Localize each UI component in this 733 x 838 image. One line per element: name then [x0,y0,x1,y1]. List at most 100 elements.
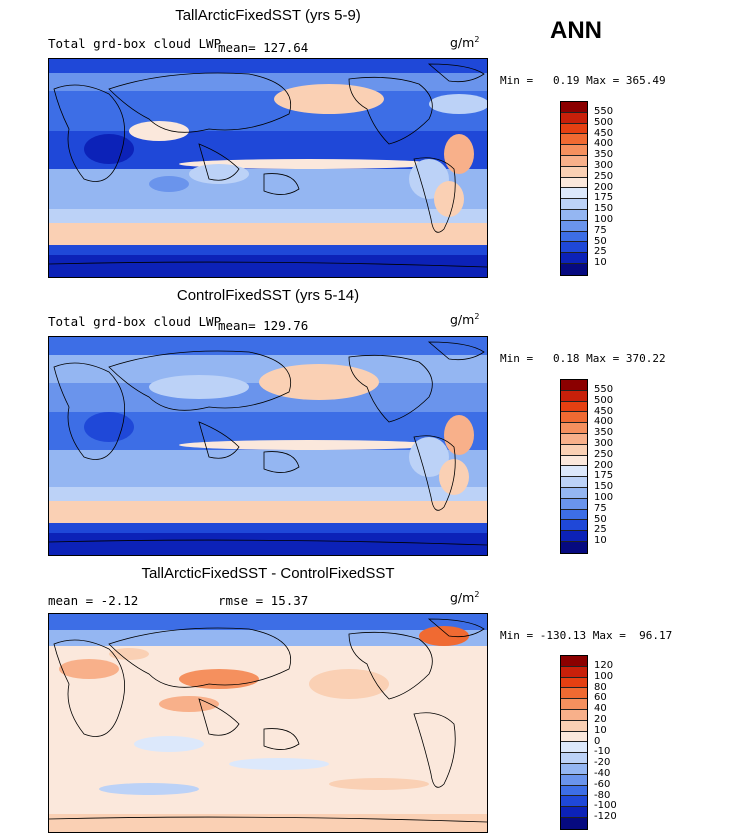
colorbar-label: -80 [594,789,611,801]
panel2-colorbar-swatch [561,541,587,553]
colorbar-label: 10 [594,257,607,269]
panel3-mean: mean = -2.12 [48,593,139,608]
panel3-colorbar-swatch [561,785,587,797]
colorbar-label: 80 [594,681,607,693]
panel2-title: ControlFixedSST (yrs 5-14) [176,287,360,304]
panel2-colorbar-swatch [561,498,587,510]
panel2-map-svg [49,337,487,555]
colorbar-label: 120 [594,660,614,671]
colorbar-label: 25 [594,524,607,536]
colorbar-label: 100 [594,670,614,682]
colorbar-label: 175 [594,470,614,482]
colorbar-label: 150 [594,203,614,215]
panel2-units: g/m2 [450,312,480,328]
panel2-colorbar-swatch [561,520,587,532]
panel3-colorbar-swatch [561,742,587,754]
panel2-colorbar-swatch [561,466,587,478]
panel3-units: g/m2 [450,590,480,606]
panel1-colorbar [560,101,588,276]
colorbar-label: 75 [594,502,607,514]
panel1-minmax: Min = 0.19 Max = 365.49 [500,74,666,87]
panel3-rmse: rmse = 15.37 [218,593,309,608]
colorbar-label: -60 [594,778,611,790]
colorbar-label: 100 [594,491,614,503]
panel1-colorbar-swatch [561,102,587,113]
colorbar-label: 75 [594,224,607,236]
colorbar-label: 50 [594,513,607,525]
panel3-title: TallArcticFixedSST - ControlFixedSST [141,565,395,582]
panel3-minmax: Min = -130.13 Max = 96.17 [500,629,673,642]
panel1-colorbar-swatch [561,231,587,243]
colorbar-label: 250 [594,448,614,460]
panel3-colorbar-swatch [561,763,587,775]
colorbar-label: 200 [594,181,614,193]
colorbar-label: 10 [594,724,607,736]
panel1-colorbar-swatch [561,134,587,146]
panel2-colorbar-labels: 550 500 450 400 350 300 250 200 175 150 … [594,384,634,552]
panel3-colorbar-swatch [561,753,587,764]
panel2-colorbar-swatch [561,412,587,424]
panel1-colorbar-swatch [561,155,587,167]
panel3-colorbar [560,655,588,830]
panel3-colorbar-swatch [561,720,587,732]
panel2-colorbar [560,379,588,554]
panel1-colorbar-swatch [561,209,587,221]
panel2-colorbar-swatch [561,401,587,413]
panel2-minmax: Min = 0.18 Max = 370.22 [500,352,666,365]
panel1-map-svg [49,59,487,277]
panel1-units: g/m2 [450,35,480,51]
colorbar-label: 500 [594,394,614,406]
panel1-colorbar-labels: 550 500 450 400 350 300 250 200 175 150 … [594,106,634,274]
colorbar-label: 175 [594,192,614,204]
panel1-map [48,58,488,278]
panel2-map [48,336,488,556]
panel2-colorbar-swatch [561,433,587,445]
panel2-colorbar-swatch [561,509,587,521]
colorbar-label: 100 [594,213,614,225]
panel1-colorbar-swatch [561,145,587,156]
panel1-colorbar-swatch [561,177,587,189]
colorbar-label: 400 [594,416,614,428]
panel3-colorbar-swatch [561,699,587,710]
colorbar-label: 0 [594,735,601,747]
panel1-colorbar-swatch [561,123,587,135]
colorbar-label: -20 [594,757,611,769]
panel3-colorbar-swatch [561,731,587,743]
season-label: ANN [550,17,602,44]
panel1-mean: mean= 127.64 [218,40,309,55]
colorbar-label: 550 [594,384,614,395]
panel3-map-svg [49,614,487,832]
panel3-colorbar-swatch [561,688,587,700]
colorbar-label: 40 [594,703,607,715]
colorbar-label: 550 [594,106,614,117]
colorbar-label: 450 [594,127,614,139]
panel1-colorbar-swatch [561,166,587,178]
panel3-colorbar-swatch [561,817,587,829]
colorbar-label: 350 [594,427,614,439]
panel1-title: TallArcticFixedSST (yrs 5-9) [175,7,361,24]
colorbar-label: 25 [594,246,607,258]
colorbar-label: -10 [594,746,611,758]
colorbar-label: 250 [594,170,614,182]
panel1-colorbar-swatch [561,188,587,200]
panel2-colorbar-swatch [561,477,587,488]
panel3-colorbar-swatch [561,656,587,667]
colorbar-label: 60 [594,692,607,704]
panel2-colorbar-swatch [561,444,587,456]
colorbar-label: 10 [594,535,607,547]
panel2-mean: mean= 129.76 [218,318,309,333]
colorbar-label: 300 [594,159,614,171]
panel2-colorbar-swatch [561,423,587,434]
panel3-colorbar-swatch [561,796,587,808]
colorbar-label: 150 [594,481,614,493]
panel3-colorbar-swatch [561,774,587,786]
panel1-colorbar-swatch [561,253,587,264]
panel2-colorbar-swatch [561,531,587,542]
panel3-colorbar-labels: 120 100 80 60 40 20 10 0 -10 -20 -40 -60… [594,660,634,828]
panel3-colorbar-swatch [561,709,587,721]
panel2-colorbar-swatch [561,487,587,499]
panel1-colorbar-swatch [561,242,587,254]
colorbar-label: 400 [594,138,614,150]
panel1-colorbar-swatch [561,112,587,124]
colorbar-label: 20 [594,713,607,725]
